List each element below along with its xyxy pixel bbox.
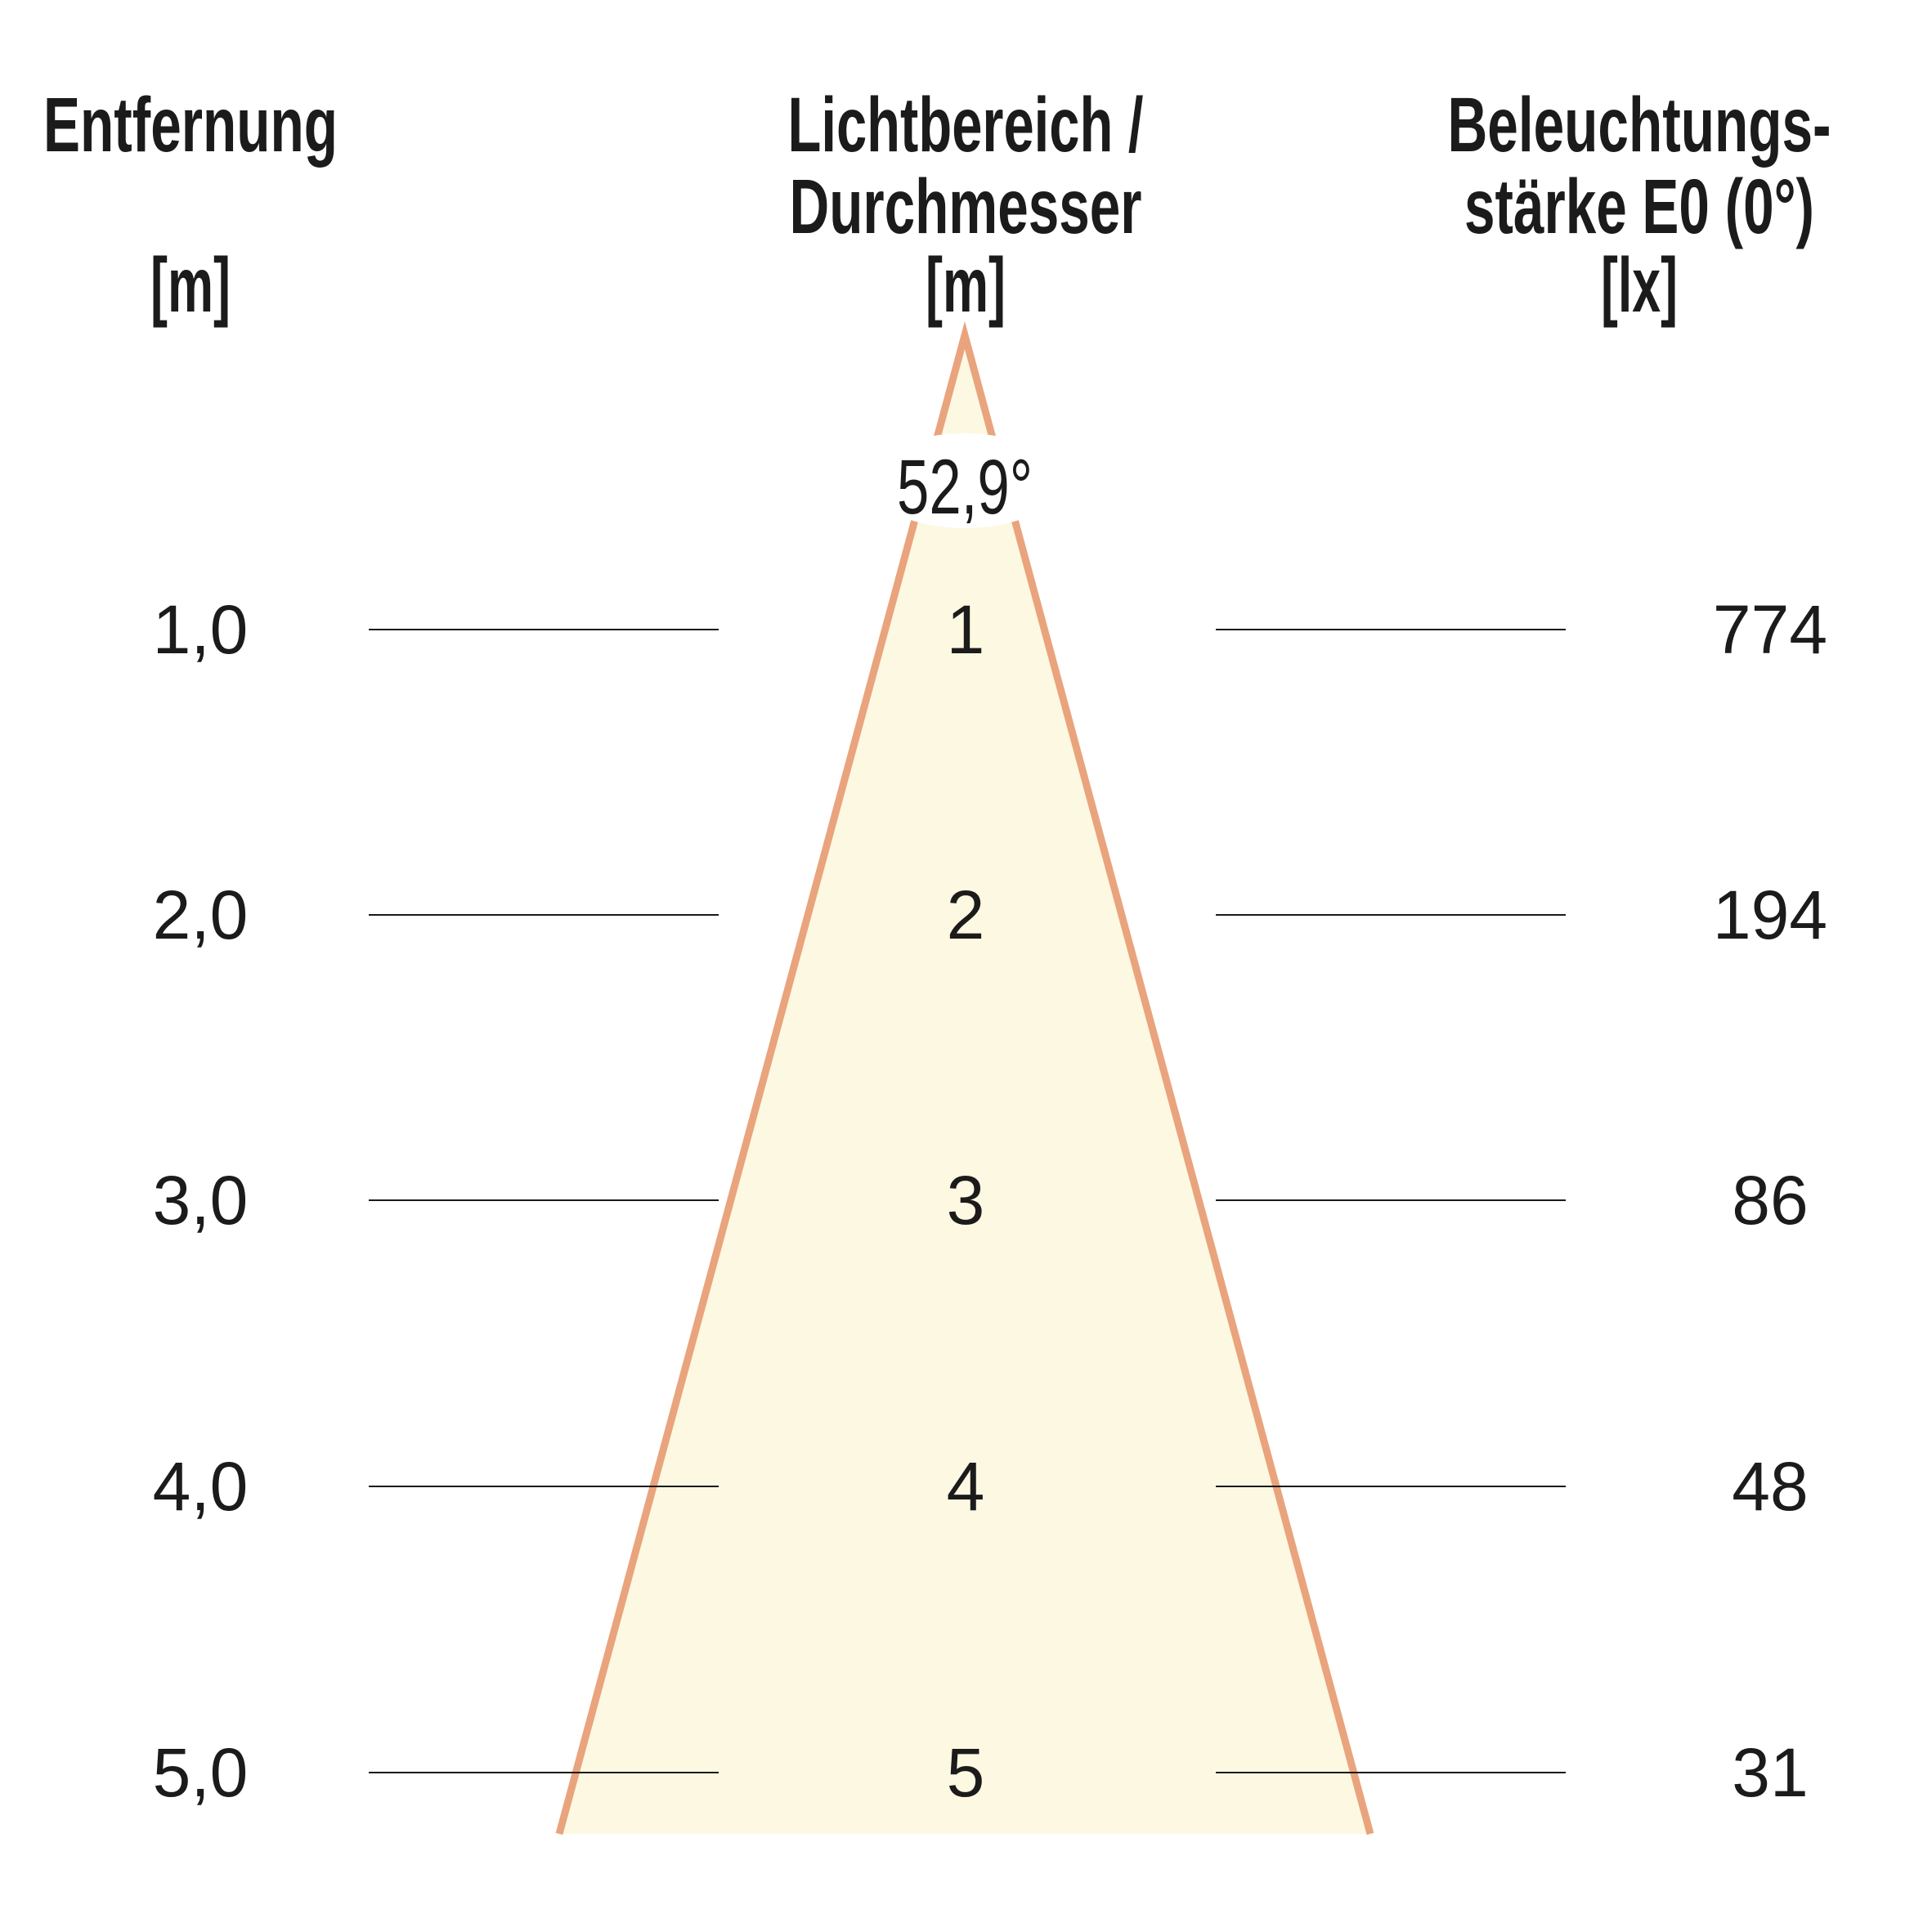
row-distance-value: 4,0 <box>153 1448 249 1525</box>
header-illuminance-unit: [lx] <box>1601 242 1678 329</box>
header-distance-unit: [m] <box>150 242 231 329</box>
row-distance-value: 3,0 <box>153 1162 249 1239</box>
row-diameter-value: 5 <box>947 1734 985 1811</box>
row-illuminance-value: 86 <box>1732 1162 1808 1239</box>
row-illuminance-value: 774 <box>1713 591 1827 668</box>
row-illuminance-value: 48 <box>1732 1448 1808 1525</box>
header-diameter-unit: [m] <box>926 242 1006 329</box>
row-diameter-value: 4 <box>947 1448 985 1525</box>
header-illuminance-title-line1: Beleuchtungs- <box>1448 82 1831 168</box>
header-diameter-title-line2: Durchmesser <box>790 164 1142 250</box>
light-cone <box>555 321 1374 1836</box>
header-distance-title: Entfernung <box>43 82 338 168</box>
row-distance-value: 5,0 <box>153 1734 249 1811</box>
beam-angle-label-backdrop <box>868 433 1061 528</box>
row-diameter-value: 3 <box>947 1162 985 1239</box>
header-diameter-title-line1: Lichtbereich / <box>788 82 1144 168</box>
row-distance-value: 1,0 <box>153 591 249 668</box>
row-illuminance-value: 31 <box>1732 1734 1808 1811</box>
row-illuminance-value: 194 <box>1713 876 1827 953</box>
row-distance-value: 2,0 <box>153 876 249 953</box>
beam-angle-label: 52,9° <box>897 444 1033 531</box>
row-diameter-value: 1 <box>947 591 985 668</box>
row-diameter-value: 2 <box>947 876 985 953</box>
header-illuminance-title-line2: stärke E0 (0°) <box>1464 164 1814 250</box>
